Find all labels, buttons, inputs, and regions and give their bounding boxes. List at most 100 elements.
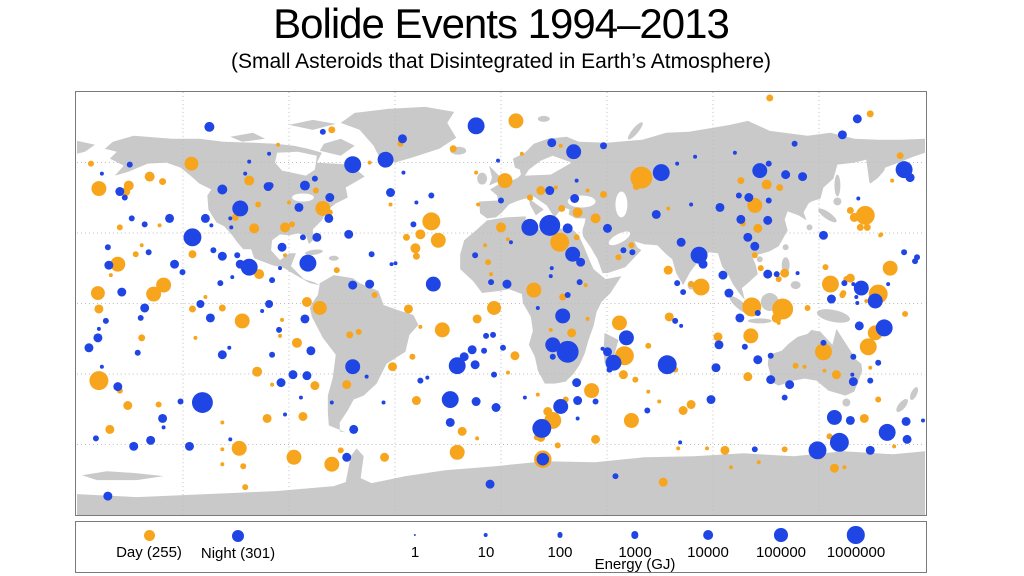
bolide-event-point <box>821 275 839 293</box>
bolide-event-point <box>573 234 580 241</box>
bolide-event-point <box>310 381 320 391</box>
bolide-event-point <box>299 180 310 191</box>
bolide-event-point <box>761 179 772 190</box>
bolide-event-point <box>693 154 698 159</box>
bolide-event-point <box>179 269 186 276</box>
bolide-event-point <box>826 294 836 304</box>
bolide-event-point <box>859 413 869 423</box>
day-dot-icon <box>143 530 155 541</box>
bolide-event-point <box>526 282 542 298</box>
bolide-event-point <box>485 259 492 266</box>
bolide-event-point <box>863 223 871 231</box>
bolide-event-point <box>267 151 272 156</box>
bolide-event-point <box>886 282 891 287</box>
bolide-event-point <box>445 417 455 427</box>
bolide-event-point <box>228 216 233 221</box>
bolide-event-point <box>623 412 639 428</box>
bolide-event-point <box>666 206 671 211</box>
bolide-event-point <box>612 473 619 480</box>
bolide-event-point <box>753 223 763 233</box>
page-subtitle: (Small Asteroids that Disintegrated in E… <box>230 50 772 73</box>
bolide-event-point <box>428 192 435 199</box>
bolide-event-point <box>265 300 274 308</box>
bolide-event-point <box>508 113 524 129</box>
bolide-event-point <box>536 186 546 196</box>
bolide-event-point <box>102 317 109 324</box>
bolide-event-point <box>254 269 265 280</box>
bolide-event-point <box>108 273 113 278</box>
size-legend-item: 1000000 <box>827 526 885 561</box>
bolide-event-point <box>367 160 372 165</box>
bolide-event-point <box>765 197 772 204</box>
bolide-event-point <box>526 194 533 201</box>
bolide-event-point <box>141 221 148 228</box>
size-legend-item: 1000 <box>618 526 652 561</box>
bolide-event-point <box>193 335 198 340</box>
bolide-event-point <box>425 276 441 292</box>
bolide-event-point <box>781 394 788 401</box>
bolide-event-point <box>411 396 421 406</box>
bolide-event-point <box>157 223 162 228</box>
size-legend-item: 100000 <box>756 526 806 561</box>
bolide-event-point <box>344 156 362 174</box>
bolide-event-point <box>196 300 205 308</box>
bolide-event-point <box>519 151 524 156</box>
bolide-points <box>84 94 925 501</box>
bolide-event-point <box>680 289 687 296</box>
bolide-event-point <box>575 416 580 421</box>
bolide-event-point <box>276 326 283 333</box>
bolide-event-point <box>539 214 561 236</box>
bolide-event-point <box>145 249 152 256</box>
bolide-event-point <box>401 170 406 175</box>
bolide-event-point <box>99 171 104 176</box>
bolide-event-point <box>500 344 506 351</box>
bolide-event-point <box>747 197 763 213</box>
bolide-event-point <box>856 196 861 201</box>
bolide-event-point <box>485 479 495 489</box>
bolide-event-point <box>775 276 782 283</box>
bolide-event-point <box>849 212 859 222</box>
title-block: Bolide Events 1994–2013 (Small Asteroids… <box>75 0 927 74</box>
bolide-event-point <box>491 403 501 412</box>
bolide-event-point <box>692 278 710 296</box>
bolide-event-point <box>220 462 225 467</box>
bolide-event-point <box>791 140 798 147</box>
bolide-event-point <box>567 328 577 338</box>
bolide-event-point <box>535 305 540 310</box>
bolide-event-point <box>771 312 782 323</box>
bolide-event-point <box>104 260 114 270</box>
bolide-event-point <box>855 205 875 225</box>
bolide-event-point <box>584 383 600 399</box>
bolide-event-point <box>220 447 225 452</box>
bolide-event-point <box>766 94 774 102</box>
bolide-event-point <box>715 202 725 212</box>
bolide-event-point <box>839 292 846 299</box>
bolide-event-point <box>91 181 107 197</box>
bolide-event-point <box>676 237 686 247</box>
bolide-event-point <box>657 399 662 404</box>
bolide-event-point <box>741 343 748 350</box>
bolide-event-point <box>652 164 670 182</box>
bolide-event-point <box>901 249 908 256</box>
bolide-event-point <box>126 161 133 168</box>
bolide-event-point <box>912 258 919 265</box>
bolide-event-point <box>611 315 627 331</box>
bolide-event-point <box>583 283 588 288</box>
bolide-event-point <box>785 380 795 390</box>
bolide-event-point <box>205 313 215 323</box>
bolide-event-point <box>412 252 420 260</box>
bolide-event-point <box>483 332 490 339</box>
bolide-event-point <box>781 170 791 180</box>
bolide-event-point <box>713 332 723 342</box>
bolide-event-point <box>765 160 772 167</box>
bolide-event-point <box>228 437 233 442</box>
bolide-event-point <box>319 128 326 135</box>
bolide-event-point <box>736 214 746 224</box>
bolide-event-point <box>459 352 469 362</box>
bolide-event-point <box>837 130 847 140</box>
bolide-event-point <box>247 159 252 164</box>
size-legend-dot-icon <box>847 526 865 544</box>
bolide-event-point <box>138 334 146 342</box>
bolide-event-point <box>240 258 258 276</box>
bolide-event-point <box>217 280 224 287</box>
